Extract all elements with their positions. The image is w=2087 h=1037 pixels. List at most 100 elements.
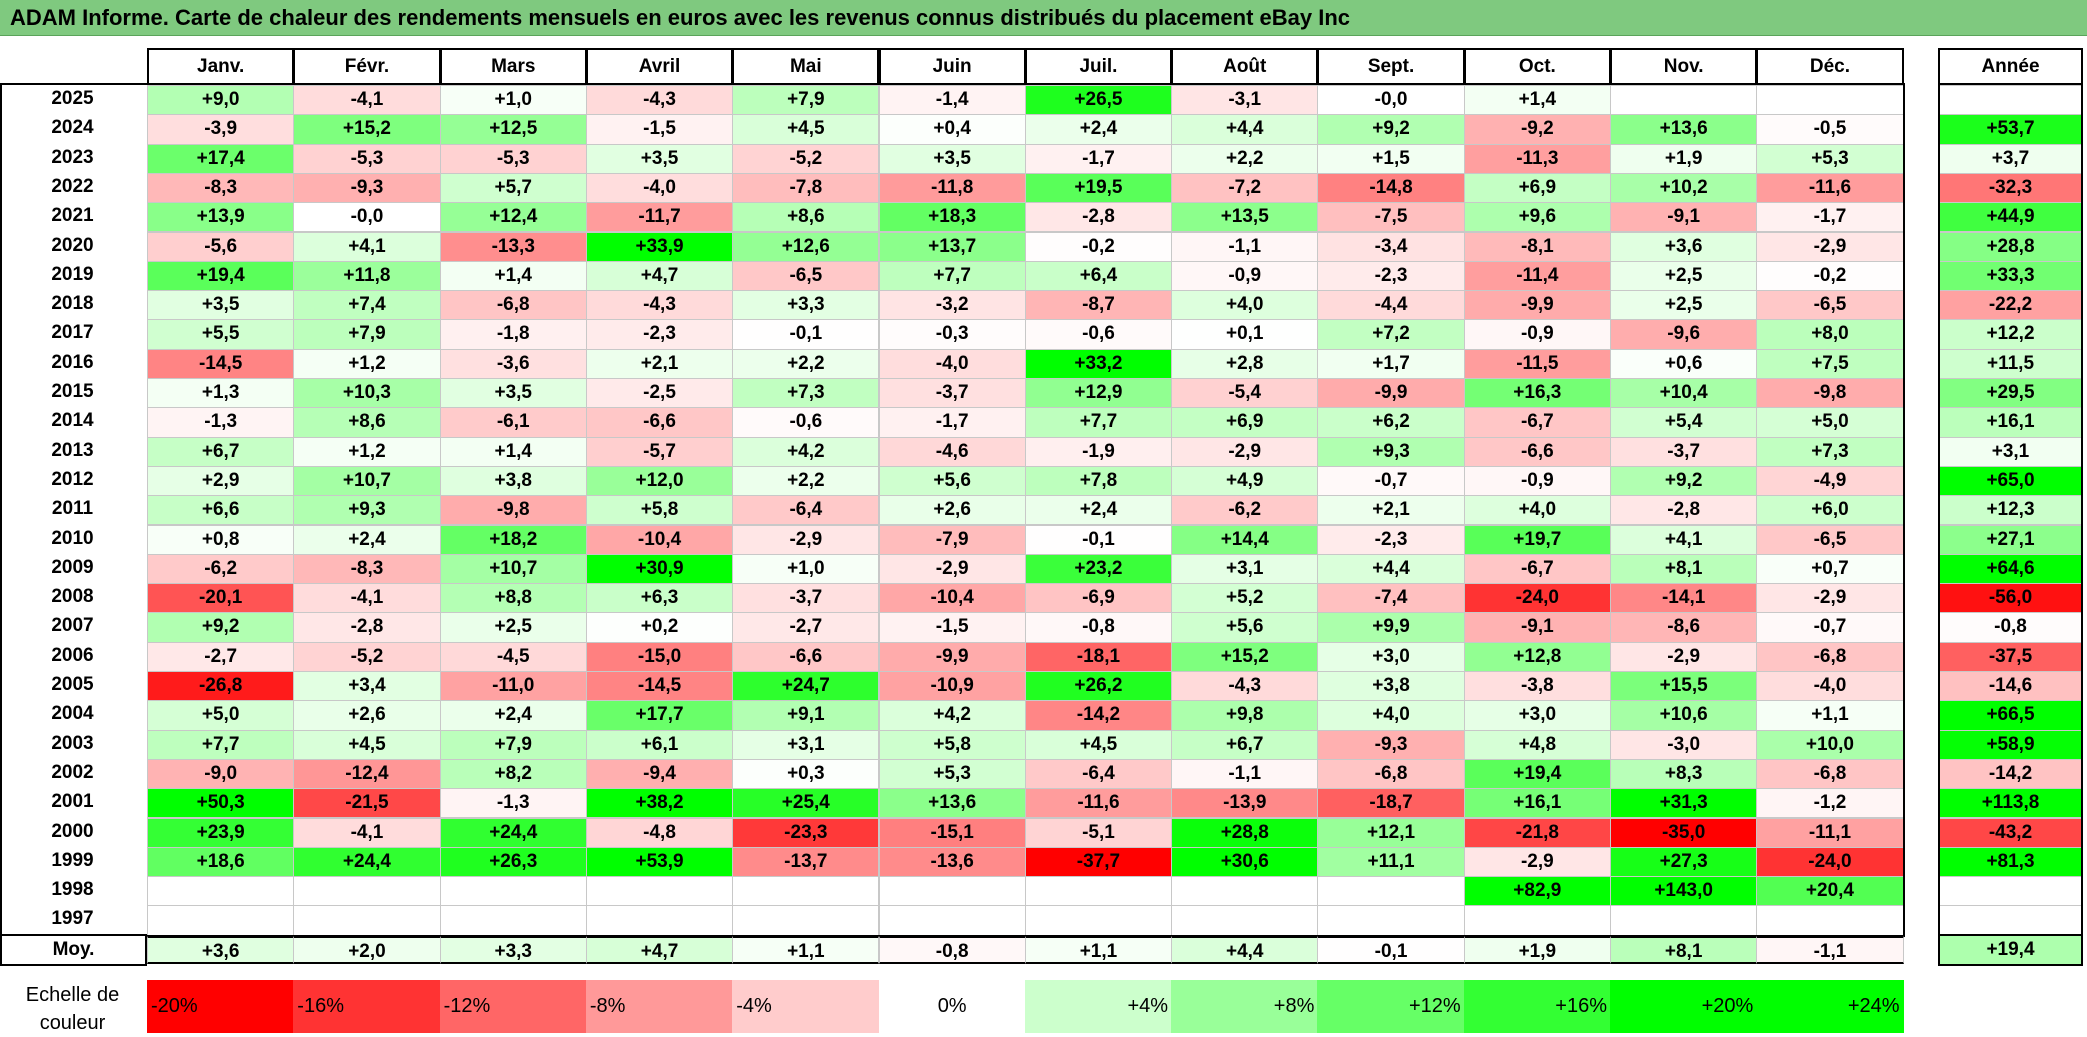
heatmap-cell: +0,4	[878, 114, 1026, 145]
heatmap-cell: +12,9	[1024, 378, 1173, 409]
heatmap-cell: +5,4	[1610, 407, 1758, 438]
heatmap-cell: -10,9	[878, 671, 1026, 702]
heatmap-cell: +12,4	[439, 202, 587, 233]
heatmap-cell: +15,2	[1171, 641, 1319, 672]
heatmap-cell: +3,5	[147, 290, 295, 321]
heatmap-cell	[293, 876, 441, 907]
heatmap-cell: +10,2	[1610, 172, 1758, 204]
heatmap-cell: +20,4	[1756, 876, 1904, 907]
year-label: 2015	[51, 381, 94, 402]
heatmap-cell	[1024, 876, 1173, 907]
heatmap-cell: +23,9	[147, 817, 295, 848]
heatmap-cell: -4,0	[585, 172, 734, 204]
year-label: 2006	[51, 644, 94, 666]
heatmap-cell: +7,7	[878, 260, 1026, 292]
year-label: 2023	[51, 146, 94, 168]
annual-cell: -37,5	[1938, 641, 2083, 672]
heatmap-cell: +1,5	[1317, 143, 1465, 174]
heatmap-cell: -4,0	[878, 348, 1026, 379]
heatmap-cell	[1756, 85, 1904, 116]
heatmap-cell: +10,4	[1610, 378, 1758, 409]
heatmap-cell: -1,1	[1171, 758, 1319, 790]
heatmap-cell: +1,0	[439, 85, 587, 116]
heatmap-cell: +5,3	[1756, 143, 1904, 174]
heatmap-cell: +17,7	[585, 700, 734, 731]
heatmap-cell: -10,4	[585, 524, 734, 555]
heatmap-cell: +7,7	[1024, 407, 1173, 438]
month-header: Nov.	[1610, 48, 1758, 85]
heatmap-cell: -5,3	[439, 143, 587, 174]
heatmap-cell: +15,2	[293, 114, 441, 145]
heatmap-cell: +11,8	[293, 260, 441, 292]
year-label: 2014	[51, 410, 94, 432]
month-header: Avril	[585, 48, 734, 85]
heatmap-cell: -0,9	[1171, 260, 1319, 292]
heatmap-cell: +13,7	[878, 231, 1026, 262]
heatmap-cell: -13,7	[732, 846, 880, 878]
heatmap-cell: -13,3	[439, 231, 587, 262]
heatmap-cell: +5,7	[439, 172, 587, 204]
heatmap-cell: -0,6	[732, 407, 880, 438]
average-cell: +4,7	[585, 936, 734, 964]
heatmap-cell	[1610, 85, 1758, 116]
year-label: 1999	[51, 849, 94, 871]
annual-cell: -0,8	[1938, 612, 2083, 643]
heatmap-cell: -4,3	[585, 85, 734, 116]
month-header: Mars	[439, 48, 587, 85]
heatmap-cell	[1171, 876, 1319, 907]
heatmap-cell: +6,4	[1024, 260, 1173, 292]
year-label: 2004	[51, 703, 94, 725]
average-label: Moy.	[0, 934, 147, 966]
heatmap-cell: -2,9	[1463, 846, 1611, 878]
heatmap-cell	[147, 876, 295, 907]
heatmap-cell: +4,8	[1463, 729, 1611, 760]
heatmap-cell: -6,8	[1317, 758, 1465, 790]
heatmap-cell: -4,9	[1756, 465, 1904, 497]
heatmap-cell: +1,7	[1317, 348, 1465, 379]
heatmap-cell: -5,2	[732, 143, 880, 174]
annual-cell: +53,7	[1938, 114, 2083, 145]
heatmap-cell: -9,1	[1463, 612, 1611, 643]
heatmap-cell: +4,0	[1171, 290, 1319, 321]
heatmap-cell: -3,2	[878, 290, 1026, 321]
heatmap-cell: +2,2	[732, 348, 880, 379]
heatmap-cell: -3,7	[1610, 436, 1758, 467]
scale-swatch: -4%	[732, 980, 880, 1033]
heatmap-cell: -24,0	[1756, 846, 1904, 878]
heatmap-cell: +6,7	[1171, 729, 1319, 760]
heatmap-cell: -3,9	[147, 114, 295, 145]
annual-cell: +29,5	[1938, 378, 2083, 409]
heatmap-cell: +9,3	[1317, 436, 1465, 467]
heatmap-cell: -2,9	[732, 524, 880, 555]
heatmap-cell: -1,5	[878, 612, 1026, 643]
heatmap-cell: +10,3	[293, 378, 441, 409]
heatmap-cell: +12,5	[439, 114, 587, 145]
heatmap-cell: +82,9	[1463, 876, 1611, 907]
heatmap-cell	[732, 905, 880, 936]
heatmap-cell: +13,5	[1171, 202, 1319, 233]
heatmap-cell: -5,1	[1024, 817, 1173, 848]
heatmap-cell: -9,6	[1610, 319, 1758, 350]
heatmap-cell: +9,2	[147, 612, 295, 643]
heatmap-cell: -7,4	[1317, 583, 1465, 614]
heatmap-cell: +4,1	[293, 231, 441, 262]
heatmap-cell: -3,0	[1610, 729, 1758, 760]
heatmap-cell: +26,2	[1024, 671, 1173, 702]
heatmap-cell: +2,2	[1171, 143, 1319, 174]
scale-swatch: +12%	[1317, 980, 1465, 1033]
heatmap-cell: -3,4	[1317, 231, 1465, 262]
annual-cell: -14,6	[1938, 671, 2083, 702]
heatmap-cell: -14,1	[1610, 583, 1758, 614]
heatmap-cell: +8,6	[293, 407, 441, 438]
heatmap-cell: -11,0	[439, 671, 587, 702]
heatmap-cell: -0,1	[732, 319, 880, 350]
year-label: 2018	[51, 293, 94, 315]
year-label: 2011	[51, 498, 94, 520]
heatmap-cell: -2,9	[1756, 583, 1904, 614]
average-cell: +8,1	[1610, 936, 1758, 964]
heatmap-cell: +3,5	[439, 378, 587, 409]
heatmap-cell: -9,0	[147, 758, 295, 790]
heatmap-cell: -21,8	[1463, 817, 1611, 848]
scale-swatch: +4%	[1024, 980, 1173, 1033]
heatmap-cell: +6,9	[1171, 407, 1319, 438]
